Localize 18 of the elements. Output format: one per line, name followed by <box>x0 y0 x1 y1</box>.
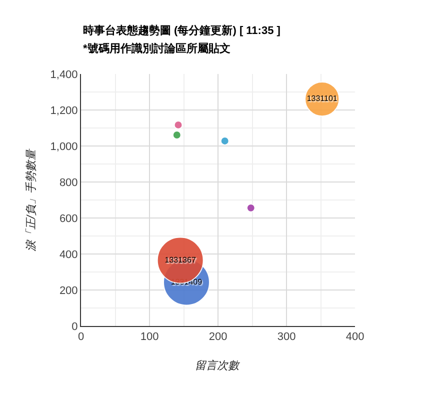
chart-title: 時事台表態趨勢圖 (每分鐘更新) [ 11:35 ] <box>83 24 281 37</box>
x-tick-label: 200 <box>208 331 228 344</box>
y-tick-label: 0 <box>72 320 78 333</box>
y-tick-label: 200 <box>59 284 78 297</box>
y-axis-title: 淚「正/負」手勢數量 <box>24 148 38 252</box>
y-tick-label: 800 <box>59 176 78 189</box>
y-tick-label: 1,000 <box>50 140 78 153</box>
chart-subtitle: *號碼用作識別討論區所屬貼文 <box>83 42 230 55</box>
series-label: 1331101 <box>306 94 338 104</box>
y-tick-label: 1,400 <box>50 68 78 81</box>
y-tick-label: 600 <box>59 212 78 225</box>
x-axis-title: 留言次數 <box>195 359 241 372</box>
x-tick-label: 400 <box>346 331 364 344</box>
x-tick-label: 300 <box>277 331 296 344</box>
x-tick-label: 100 <box>140 331 159 344</box>
y-tick-label: 1,200 <box>50 104 78 117</box>
series-label: 1331367 <box>164 255 196 264</box>
y-tick-label: 400 <box>59 248 78 261</box>
